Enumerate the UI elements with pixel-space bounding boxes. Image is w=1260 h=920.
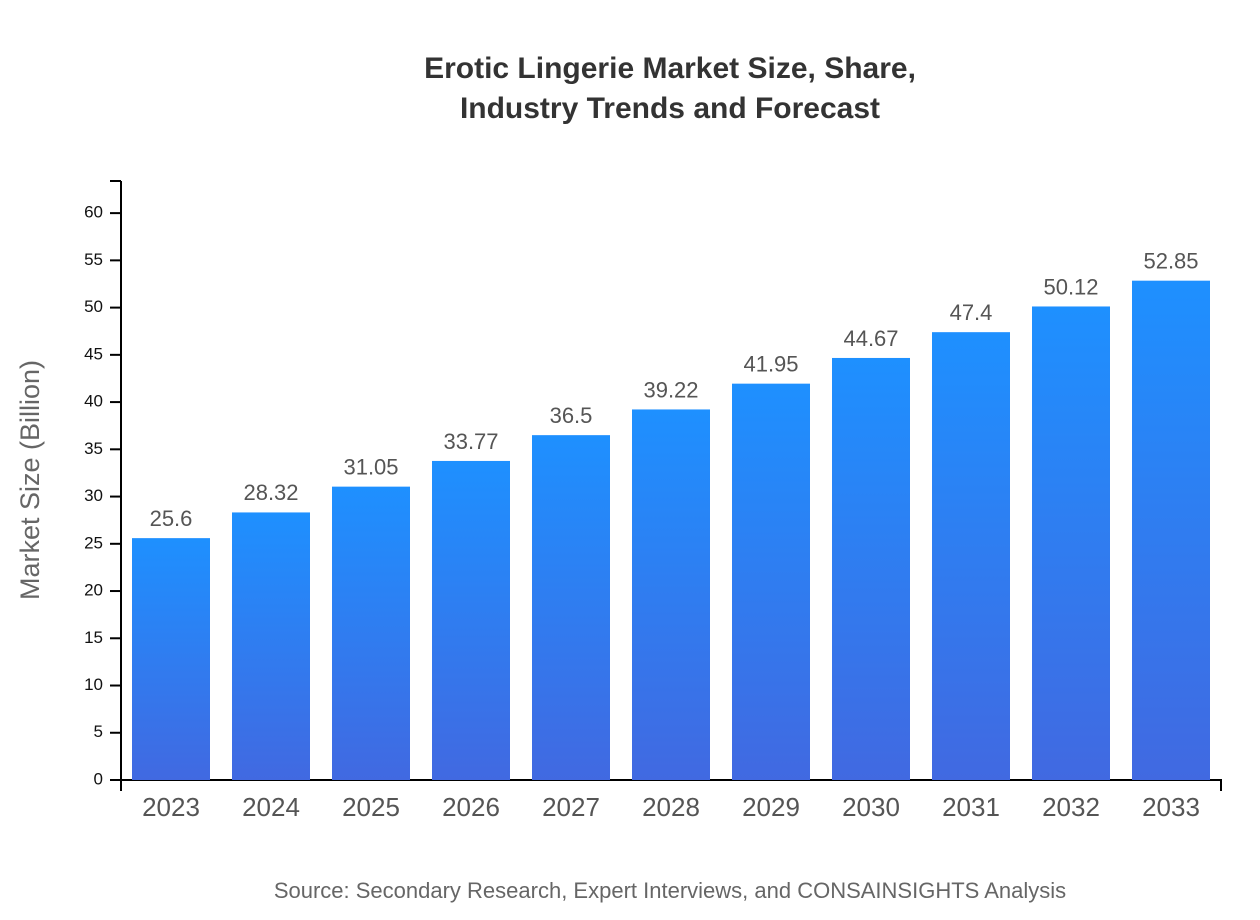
y-tick-label: 30 bbox=[84, 486, 103, 505]
value-label: 50.12 bbox=[1043, 274, 1098, 299]
bar bbox=[332, 486, 410, 780]
y-tick-label: 20 bbox=[84, 581, 103, 600]
y-tick-label: 35 bbox=[84, 439, 103, 458]
source-note: Source: Secondary Research, Expert Inter… bbox=[274, 878, 1066, 903]
value-label: 52.85 bbox=[1143, 248, 1198, 273]
y-tick-label: 15 bbox=[84, 628, 103, 647]
bar bbox=[932, 332, 1010, 780]
x-tick-label: 2032 bbox=[1042, 792, 1100, 822]
x-tick-label: 2031 bbox=[942, 792, 1000, 822]
bar bbox=[232, 512, 310, 780]
bar bbox=[532, 435, 610, 780]
y-tick-label: 0 bbox=[94, 769, 103, 788]
chart-title: Industry Trends and Forecast bbox=[460, 92, 880, 125]
bar bbox=[1032, 306, 1110, 780]
x-tick-label: 2028 bbox=[642, 792, 700, 822]
value-label: 28.32 bbox=[243, 480, 298, 505]
value-label: 36.5 bbox=[550, 403, 593, 428]
bar bbox=[1132, 280, 1210, 780]
y-tick-label: 25 bbox=[84, 533, 103, 552]
y-tick-label: 5 bbox=[94, 722, 103, 741]
bar bbox=[132, 538, 210, 780]
bar bbox=[832, 357, 910, 780]
value-label: 44.67 bbox=[843, 326, 898, 351]
bar bbox=[732, 383, 810, 780]
chart-title: Erotic Lingerie Market Size, Share, bbox=[424, 52, 916, 85]
y-axis-label: Market Size (Billion) bbox=[15, 360, 45, 600]
value-label: 25.6 bbox=[150, 506, 193, 531]
value-label: 39.22 bbox=[643, 377, 698, 402]
y-tick-label: 45 bbox=[84, 344, 103, 363]
x-tick-label: 2029 bbox=[742, 792, 800, 822]
bar bbox=[632, 409, 710, 780]
value-label: 33.77 bbox=[443, 429, 498, 454]
y-tick-label: 10 bbox=[84, 675, 103, 694]
x-tick-label: 2027 bbox=[542, 792, 600, 822]
value-label: 47.4 bbox=[950, 300, 993, 325]
x-tick-label: 2030 bbox=[842, 792, 900, 822]
y-tick-label: 60 bbox=[84, 203, 103, 222]
value-label: 31.05 bbox=[343, 454, 398, 479]
value-label: 41.95 bbox=[743, 351, 798, 376]
x-tick-label: 2023 bbox=[142, 792, 200, 822]
x-tick-label: 2026 bbox=[442, 792, 500, 822]
bar bbox=[432, 460, 510, 780]
y-tick-label: 40 bbox=[84, 392, 103, 411]
x-tick-label: 2024 bbox=[242, 792, 300, 822]
x-tick-label: 2025 bbox=[342, 792, 400, 822]
y-tick-label: 50 bbox=[84, 297, 103, 316]
y-tick-label: 55 bbox=[84, 250, 103, 269]
x-tick-label: 2033 bbox=[1142, 792, 1200, 822]
